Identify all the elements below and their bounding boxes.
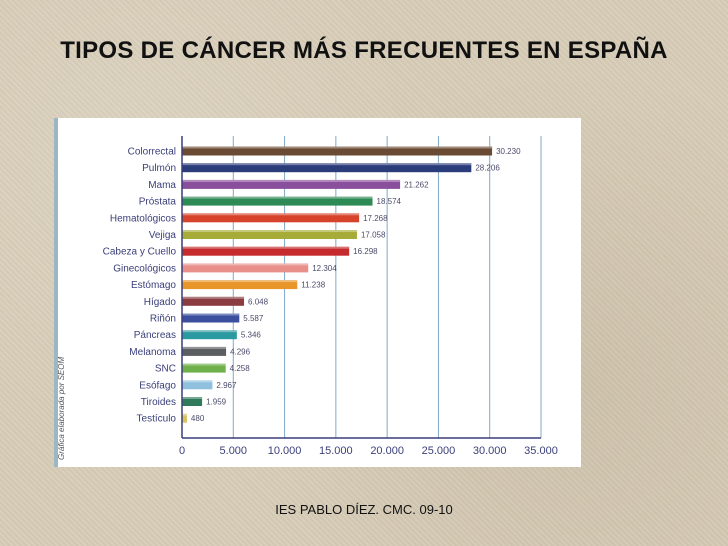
x-tick-label: 0: [179, 445, 185, 457]
value-label: 18.574: [377, 197, 402, 206]
value-label: 21.262: [404, 180, 429, 189]
bar: [182, 213, 360, 223]
bar: [182, 146, 493, 156]
value-label: 6.048: [248, 297, 269, 306]
bar: [182, 330, 237, 340]
bar: [182, 380, 213, 390]
bar: [182, 313, 240, 323]
category-label: Estómago: [131, 280, 176, 291]
bar: [182, 179, 401, 189]
value-label: 5.346: [241, 331, 262, 340]
bar-highlight: [182, 179, 401, 182]
bar-highlight: [182, 196, 373, 199]
bar: [182, 246, 350, 256]
bar: [182, 263, 309, 273]
value-label: 28.206: [475, 164, 500, 173]
value-label: 12.304: [312, 264, 337, 273]
bar: [182, 413, 187, 423]
category-label: Ginecológicos: [113, 263, 176, 274]
value-label: 1.959: [206, 398, 227, 407]
bar: [182, 230, 357, 239]
x-tick-label: 20.000: [370, 445, 404, 457]
category-label: Riñón: [150, 314, 176, 325]
category-label: Próstata: [139, 197, 177, 208]
value-label: 4.296: [230, 347, 251, 356]
bar-highlight: [182, 346, 227, 349]
category-label: Cabeza y Cuello: [103, 247, 177, 258]
category-label: Mama: [148, 180, 176, 191]
bar: [182, 196, 373, 206]
value-label: 480: [191, 414, 205, 423]
value-label: 17.058: [361, 231, 386, 240]
chart-credit: Gráfica elaborada por SEOM: [57, 357, 177, 460]
category-label: Hematológicos: [110, 213, 176, 224]
bar-highlight: [182, 213, 360, 216]
bar-highlight: [182, 330, 237, 333]
value-label: 30.230: [496, 147, 521, 156]
category-label: SNC: [155, 364, 176, 375]
value-label: 4.258: [230, 364, 251, 373]
x-tick-label: 5.000: [220, 445, 248, 457]
bar-highlight: [182, 146, 493, 149]
category-label: Vejiga: [149, 230, 177, 241]
category-label: Páncreas: [134, 330, 176, 341]
bar: [182, 346, 227, 356]
bar-highlight: [182, 280, 298, 283]
value-label: 17.268: [363, 214, 388, 223]
x-tick-label: 35.000: [524, 445, 558, 457]
value-label: 16.298: [353, 247, 378, 256]
bar-highlight: [182, 397, 203, 399]
bar-highlight: [182, 246, 350, 249]
bar-highlight: [182, 380, 213, 383]
x-tick-label: 10.000: [268, 445, 302, 457]
bar-highlight: [182, 363, 226, 366]
value-label: 2.967: [216, 381, 237, 390]
bar-highlight: [182, 296, 245, 299]
category-label: Pulmón: [142, 163, 176, 174]
bar-highlight: [182, 263, 309, 266]
category-label: Testículo: [137, 414, 177, 425]
category-label: Hígado: [144, 297, 177, 308]
category-label: Colorrectal: [128, 147, 176, 158]
bar-highlight: [182, 413, 187, 416]
x-tick-label: 15.000: [319, 445, 353, 457]
bar: [182, 363, 226, 373]
x-tick-label: 30.000: [473, 445, 507, 457]
category-label: Melanoma: [129, 347, 176, 358]
slide-footer: IES PABLO DÍEZ. CMC. 09-10: [275, 502, 453, 517]
bar: [182, 280, 298, 290]
slide-title: TIPOS DE CÁNCER MÁS FRECUENTES EN ESPAÑA: [60, 37, 668, 64]
chart-panel: Colorrectal 30.230 Pulmón 28.206 Mama 21.262 P…: [54, 118, 581, 467]
category-label: Esófago: [139, 380, 176, 391]
bar-chart: Colorrectal 30.230 Pulmón 28.206 Mama 21.262 P…: [103, 136, 558, 457]
bar: [182, 296, 245, 306]
value-label: 5.587: [243, 314, 264, 323]
bar: [182, 163, 472, 173]
bar-highlight: [182, 230, 357, 232]
bar-highlight: [182, 163, 472, 166]
category-label: Tiroides: [141, 397, 176, 408]
bar: [182, 397, 203, 406]
value-label: 11.238: [301, 281, 325, 290]
bar-highlight: [182, 313, 240, 316]
x-tick-label: 25.000: [422, 445, 456, 457]
